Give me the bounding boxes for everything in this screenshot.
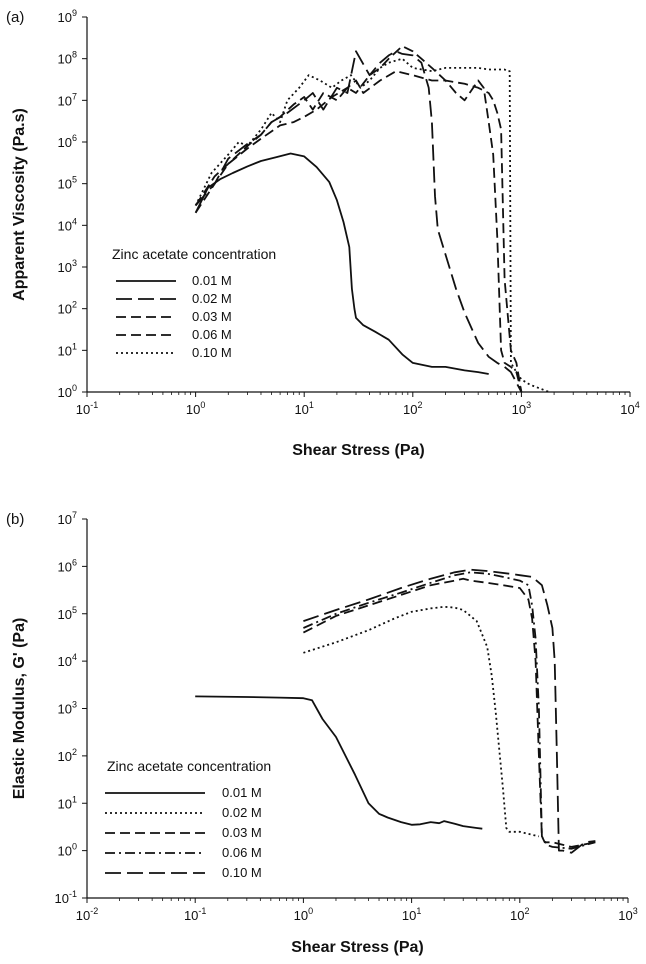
y-tick-label: 107: [58, 91, 77, 108]
x-axis-label: Shear Stress (Pa): [292, 442, 425, 459]
legend-entry-label: 0.02 M: [222, 805, 262, 820]
x-tick-label: 10-1: [76, 400, 98, 417]
series-line-0-10-M: [303, 568, 596, 854]
x-tick-label: 104: [620, 400, 639, 417]
series-line-0-01-M: [195, 695, 483, 830]
x-tick-label: 10-1: [184, 906, 206, 923]
series-line-0-01-M: [194, 152, 489, 375]
legend-title: Zinc acetate concentration: [112, 246, 276, 262]
y-tick-label: 104: [58, 652, 77, 669]
legend-entry-label: 0.03 M: [222, 825, 262, 840]
legend: Zinc acetate concentration 0.01 M 0.02 M 0.…: [105, 758, 271, 880]
y-tick-label: 101: [58, 341, 77, 358]
y-tick-label: 104: [58, 216, 77, 233]
y-tick-label: 103: [58, 258, 77, 275]
y-axis-label: Elastic Modulus, G' (Pa): [11, 618, 28, 800]
y-tick-label: 100: [58, 842, 77, 859]
series-line-0-06-M: [303, 571, 596, 850]
y-tick-label: 101: [58, 794, 77, 811]
legend-entry-label: 0.06 M: [192, 327, 232, 342]
series-line-0-02-M: [303, 605, 540, 838]
panel-a-chart: 10-1 100 101 102 103 104100101102103104105106…: [6, 8, 640, 459]
x-tick-label: 100: [294, 906, 313, 923]
x-tick-label: 101: [294, 400, 313, 417]
legend-entry-label: 0.02 M: [192, 291, 232, 306]
legend: Zinc acetate concentration 0.01 M 0.02 M 0.…: [112, 246, 276, 360]
y-tick-label: 105: [58, 605, 77, 622]
x-tick-label: 102: [403, 400, 422, 417]
panel-label: (b): [6, 511, 24, 528]
series-line-0-10-M: [194, 57, 550, 393]
legend-entry-label: 0.03 M: [192, 309, 232, 324]
series-line-0-03-M: [302, 577, 596, 848]
y-tick-label: 109: [58, 8, 77, 25]
panel-b-chart: 10-2 10-1 100 101 102 10310-11001011021031041…: [6, 510, 638, 956]
x-tick-label: 101: [402, 906, 421, 923]
legend-entry-label: 0.01 M: [192, 273, 232, 288]
x-axis-label: Shear Stress (Pa): [291, 939, 424, 956]
x-tick-label: 103: [512, 400, 531, 417]
x-tick-label: 10-2: [76, 906, 98, 923]
series-line-0-03-M: [194, 45, 523, 393]
y-tick-label: 102: [58, 747, 77, 764]
y-tick-label: 10-1: [55, 889, 77, 906]
y-tick-label: 106: [58, 557, 77, 574]
legend-entry-label: 0.10 M: [222, 865, 262, 880]
legend-entry-label: 0.01 M: [222, 785, 262, 800]
legend-entry-label: 0.06 M: [222, 845, 262, 860]
y-tick-label: 107: [58, 510, 77, 527]
y-tick-label: 102: [58, 300, 77, 317]
y-tick-label: 106: [58, 133, 77, 150]
x-tick-label: 102: [510, 906, 529, 923]
y-tick-label: 103: [58, 700, 77, 717]
legend-entry-label: 0.10 M: [192, 345, 232, 360]
legend-title: Zinc acetate concentration: [107, 758, 271, 774]
x-tick-label: 103: [618, 906, 637, 923]
x-tick-label: 100: [186, 400, 205, 417]
panel-label: (a): [6, 9, 24, 26]
y-tick-label: 108: [58, 50, 77, 67]
series-line-0-06-M: [194, 70, 523, 393]
series-line-0-02-M: [194, 50, 523, 393]
y-tick-label: 105: [58, 175, 77, 192]
y-tick-label: 100: [58, 383, 77, 400]
y-axis-label: Apparent Viscosity (Pa.s): [11, 108, 28, 301]
